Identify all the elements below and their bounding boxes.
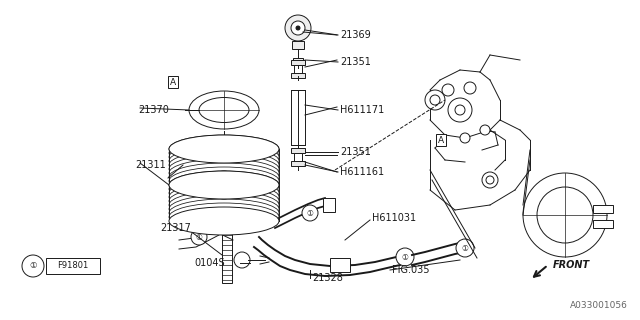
Text: 21317: 21317 [160, 223, 191, 233]
Ellipse shape [169, 191, 279, 219]
Circle shape [191, 229, 207, 245]
Text: FIG.035: FIG.035 [392, 265, 429, 275]
Text: 21311: 21311 [135, 160, 166, 170]
Text: ①: ① [401, 252, 408, 261]
Ellipse shape [169, 183, 279, 211]
Text: 21370: 21370 [138, 105, 169, 115]
Circle shape [448, 98, 472, 122]
Ellipse shape [169, 199, 279, 227]
Ellipse shape [169, 139, 279, 167]
Ellipse shape [169, 151, 279, 179]
Ellipse shape [169, 195, 279, 223]
Circle shape [291, 21, 305, 35]
Circle shape [486, 176, 494, 184]
Circle shape [460, 133, 470, 143]
Ellipse shape [169, 147, 279, 175]
Ellipse shape [169, 203, 279, 231]
Bar [293, 58, 303, 65]
Text: ①: ① [196, 233, 202, 242]
Text: ①: ① [29, 261, 36, 270]
Ellipse shape [169, 135, 279, 163]
Bar [292, 41, 304, 49]
Ellipse shape [169, 207, 279, 235]
Bar [291, 60, 305, 65]
Ellipse shape [199, 98, 249, 123]
Text: FRONT: FRONT [553, 260, 590, 270]
Text: 21351: 21351 [340, 147, 371, 157]
Bar [221, 225, 233, 233]
Ellipse shape [169, 155, 279, 183]
Text: 21328: 21328 [312, 273, 343, 283]
Circle shape [464, 82, 476, 94]
Circle shape [296, 26, 300, 30]
Ellipse shape [169, 163, 279, 191]
Circle shape [285, 15, 311, 41]
Circle shape [455, 105, 465, 115]
Bar [323, 198, 335, 212]
Text: 21369: 21369 [340, 30, 371, 40]
Circle shape [302, 205, 318, 221]
Text: F91801: F91801 [58, 261, 88, 270]
Circle shape [456, 239, 474, 257]
Bar [593, 220, 613, 228]
Bar [294, 153, 302, 161]
Text: H611161: H611161 [340, 167, 384, 177]
Bar [291, 148, 305, 153]
Bar [291, 161, 305, 166]
Circle shape [210, 171, 238, 199]
Circle shape [537, 187, 593, 243]
Text: 21351: 21351 [340, 57, 371, 67]
Text: ①: ① [461, 244, 468, 252]
Text: H611171: H611171 [340, 105, 384, 115]
Circle shape [480, 125, 490, 135]
Ellipse shape [169, 143, 279, 171]
Circle shape [425, 90, 445, 110]
Text: A: A [438, 135, 444, 145]
Circle shape [523, 173, 607, 257]
Circle shape [222, 183, 226, 187]
Ellipse shape [189, 91, 259, 129]
Bar [593, 205, 613, 213]
Text: A: A [170, 77, 176, 86]
Bar [294, 65, 302, 73]
Circle shape [482, 172, 498, 188]
Bar [291, 73, 305, 78]
Circle shape [218, 179, 230, 191]
Bar [330, 258, 350, 272]
Ellipse shape [169, 159, 279, 187]
Text: A033001056: A033001056 [570, 301, 628, 310]
Bar [291, 90, 305, 145]
Ellipse shape [169, 175, 279, 203]
Ellipse shape [169, 179, 279, 207]
Text: ①: ① [307, 209, 314, 218]
Circle shape [238, 256, 246, 264]
Circle shape [22, 255, 44, 277]
Ellipse shape [169, 135, 279, 163]
Text: H611031: H611031 [372, 213, 416, 223]
Ellipse shape [169, 171, 279, 199]
Bar [222, 233, 232, 283]
Ellipse shape [169, 187, 279, 215]
Circle shape [430, 95, 440, 105]
Bar [46, 258, 100, 274]
Circle shape [234, 252, 250, 268]
Ellipse shape [169, 167, 279, 195]
Circle shape [442, 84, 454, 96]
Text: 0104S: 0104S [194, 258, 225, 268]
Circle shape [396, 248, 414, 266]
Ellipse shape [169, 171, 279, 199]
